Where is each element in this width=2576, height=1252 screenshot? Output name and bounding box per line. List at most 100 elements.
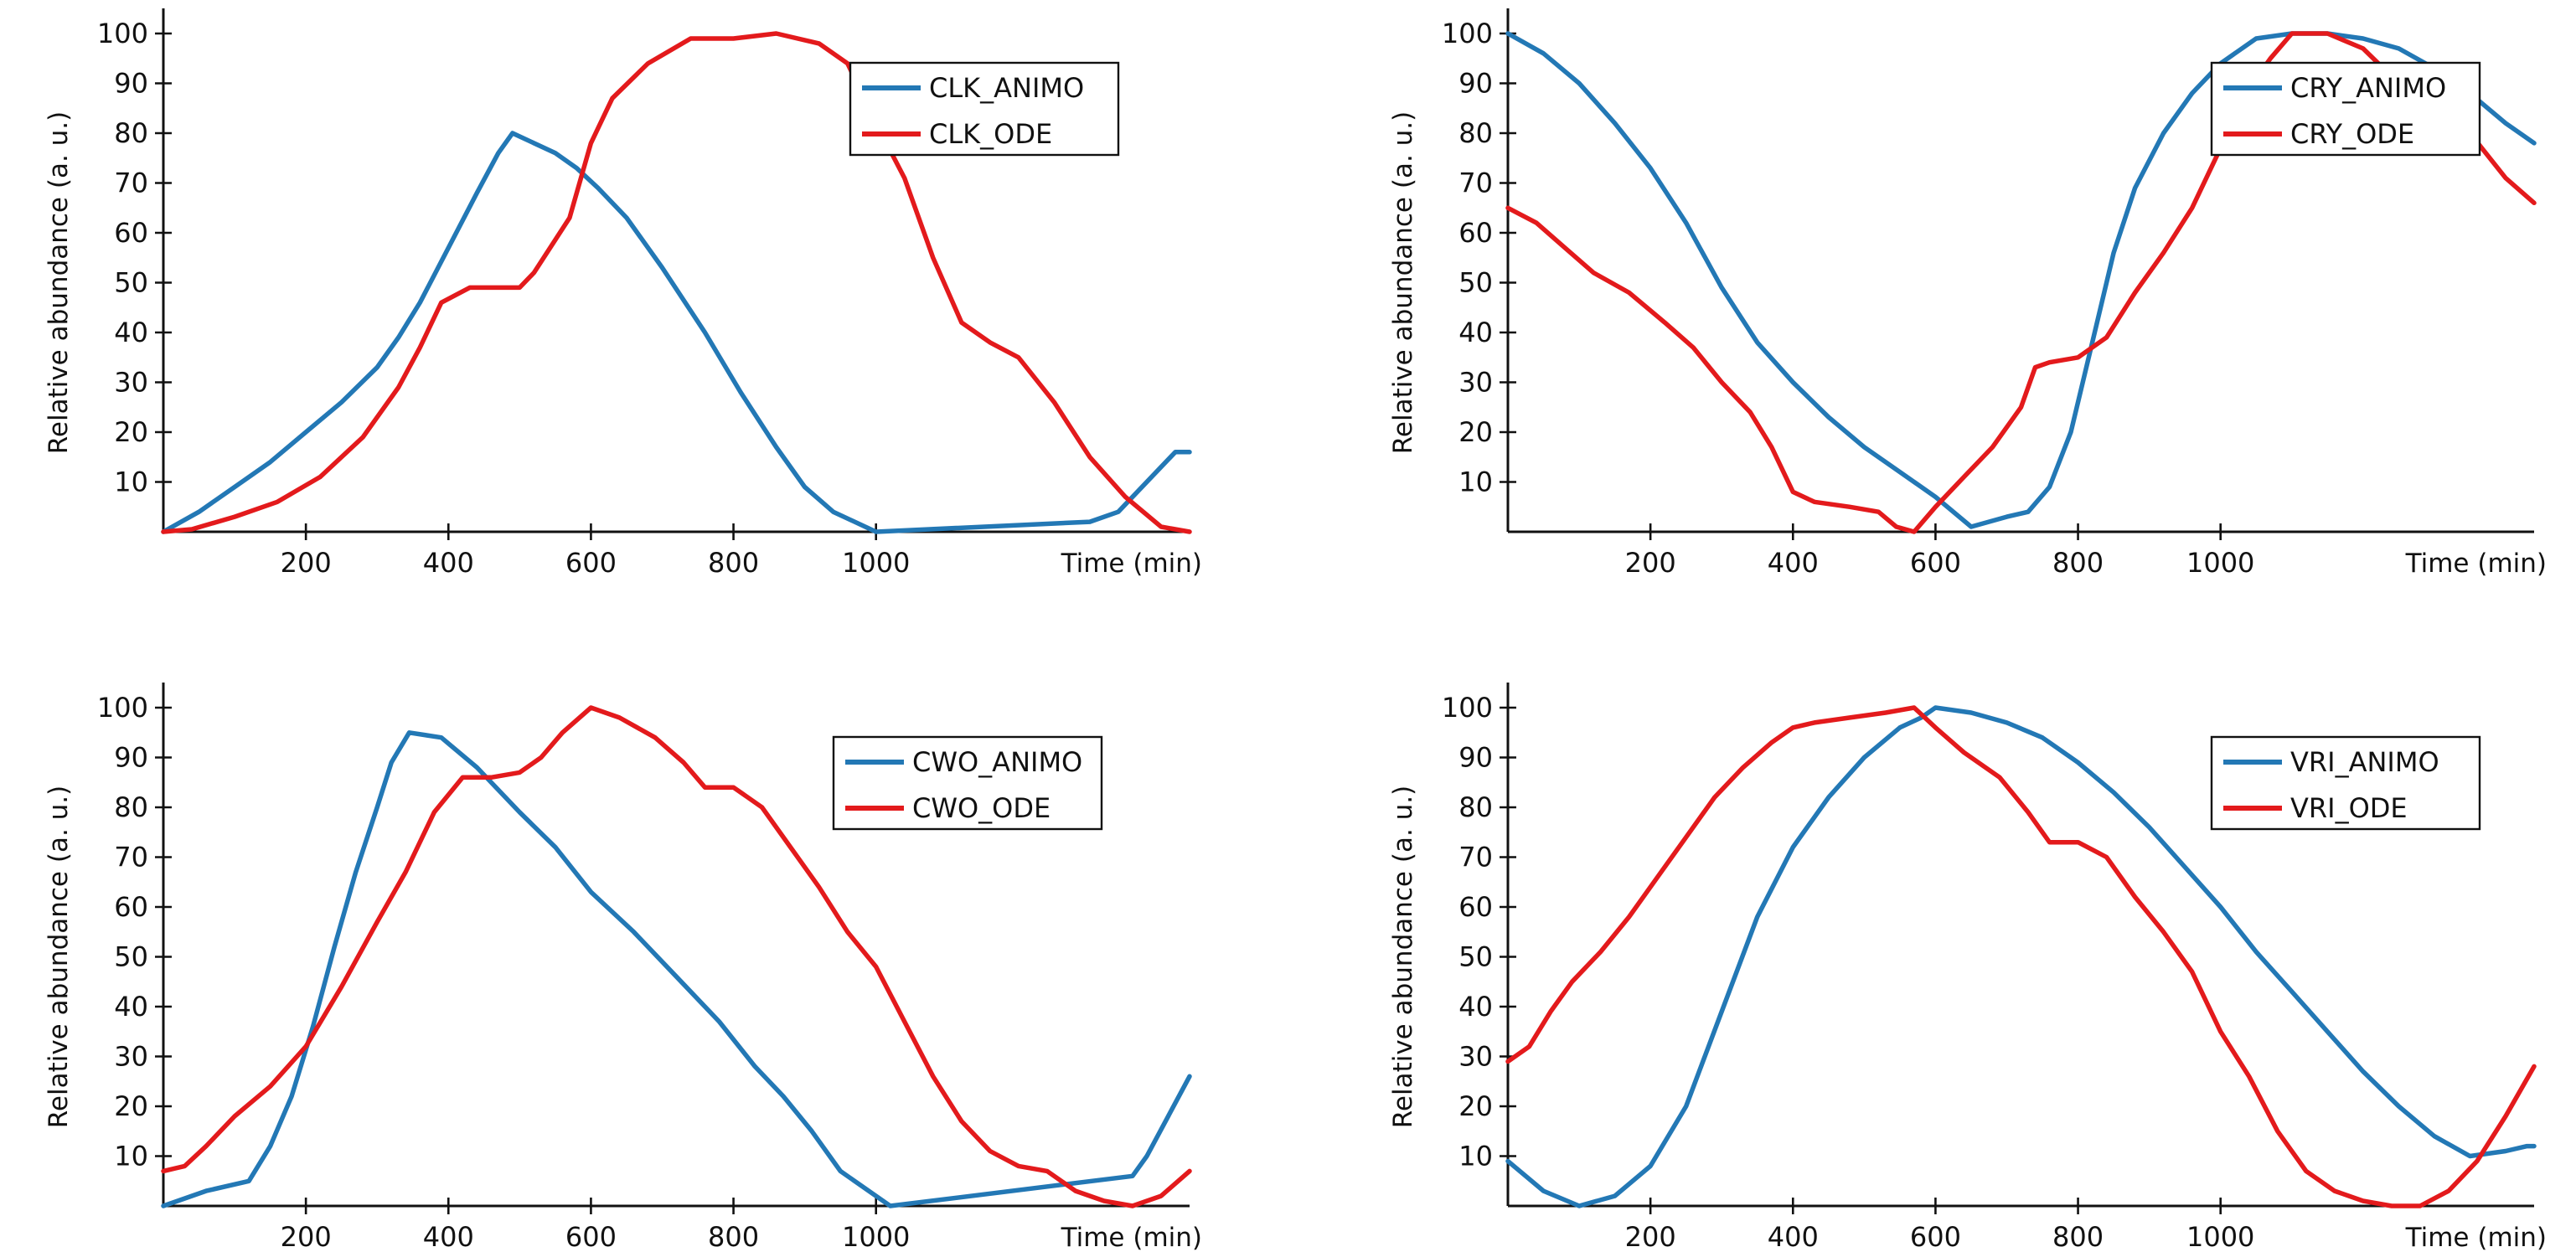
y-tick-label: 20 (1458, 1090, 1493, 1122)
y-axis-title: Relative abundance (a. u.) (44, 111, 74, 455)
y-axis-title: Relative abundance (a. u.) (1388, 111, 1418, 455)
x-tick-label: 1000 (2186, 547, 2254, 579)
x-tick-label: 1000 (842, 1221, 910, 1252)
y-tick-label: 30 (1458, 1041, 1493, 1073)
legend-label: CWO_ANIMO (912, 746, 1082, 778)
x-tick-label: 200 (1625, 547, 1676, 579)
y-axis-title: Relative abundance (a. u.) (1388, 786, 1418, 1129)
chart-clk: 10 20 30 40 50 60 70 80 90 100 200 400 600 800 1000 Tim… (0, 0, 1231, 579)
y-tick-label: 100 (1442, 18, 1493, 49)
y-tick-label: 80 (114, 117, 148, 149)
y-tick-label: 100 (1442, 692, 1493, 724)
y-tick-label: 50 (114, 941, 148, 973)
y-tick-label: 20 (1458, 416, 1493, 448)
y-tick-label: 10 (1458, 466, 1493, 498)
series-line-clk-ode (161, 31, 1192, 534)
x-axis-title: Time (min) (2405, 1223, 2547, 1252)
series-line-cwo-ode (161, 705, 1192, 1208)
y-tick-label: 10 (114, 1141, 148, 1172)
y-tick-label: 40 (1458, 317, 1493, 348)
y-tick-label: 70 (1458, 167, 1493, 199)
x-tick-label: 200 (281, 1221, 332, 1252)
y-tick-label: 90 (1458, 68, 1493, 100)
y-tick-label: 60 (1458, 891, 1493, 923)
legend-box (2210, 61, 2481, 157)
y-tick-label: 10 (1458, 1141, 1493, 1172)
x-tick-label: 400 (423, 547, 474, 579)
y-tick-label: 40 (114, 317, 148, 348)
chart-cry: 10 20 30 40 50 60 70 80 90 100 200 400 600 800 1000 Tim… (1345, 0, 2576, 579)
chart-svg: 10 20 30 40 50 60 70 80 90 100 200 400 600 800 1000 Tim… (1388, 683, 2547, 1252)
legend: CRY_ANIMO CRY_ODE (2210, 61, 2481, 157)
y-tick-label: 50 (114, 267, 148, 299)
series-line-clk-animo (161, 131, 1192, 534)
legend-label: CLK_ODE (929, 118, 1052, 150)
series-line-cry-animo (1505, 31, 2537, 529)
legend-label: CRY_ODE (2290, 118, 2414, 150)
y-tick-label: 50 (1458, 267, 1493, 299)
legend-box (832, 735, 1103, 831)
legend: VRI_ANIMO VRI_ODE (2210, 735, 2481, 831)
x-axis-title: Time (min) (1061, 1223, 1202, 1252)
y-tick-label: 40 (1458, 991, 1493, 1023)
series-line-cry-ode (1505, 31, 2537, 534)
x-tick-label: 400 (1768, 547, 1819, 579)
legend-label: VRI_ANIMO (2290, 746, 2439, 778)
x-tick-label: 800 (708, 547, 759, 579)
chart-cwo: 10 20 30 40 50 60 70 80 90 100 200 400 600 800 1000 Tim… (0, 674, 1231, 1252)
y-tick-label: 70 (1458, 842, 1493, 873)
x-tick-label: 400 (1768, 1221, 1819, 1252)
y-tick-label: 10 (114, 466, 148, 498)
y-tick-label: 60 (1458, 217, 1493, 249)
legend-label: CRY_ANIMO (2290, 72, 2446, 104)
x-tick-label: 800 (708, 1221, 759, 1252)
y-tick-label: 80 (1458, 791, 1493, 823)
x-tick-label: 800 (2052, 547, 2104, 579)
chart-svg: 10 20 30 40 50 60 70 80 90 100 200 400 600 800 1000 Tim… (1388, 8, 2547, 579)
y-tick-label: 40 (114, 991, 148, 1023)
y-tick-label: 30 (114, 367, 148, 399)
y-tick-label: 80 (114, 791, 148, 823)
x-tick-label: 200 (1625, 1221, 1676, 1252)
chart-vri: 10 20 30 40 50 60 70 80 90 100 200 400 600 800 1000 Tim… (1345, 674, 2576, 1252)
x-tick-label: 600 (1910, 547, 1961, 579)
x-axis-title: Time (min) (2405, 549, 2547, 579)
y-tick-label: 70 (114, 167, 148, 199)
y-tick-label: 100 (97, 692, 148, 724)
y-tick-label: 70 (114, 842, 148, 873)
series-line-vri-ode (1505, 705, 2537, 1208)
y-tick-label: 100 (97, 18, 148, 49)
y-tick-label: 30 (114, 1041, 148, 1073)
legend-label: CLK_ANIMO (929, 72, 1084, 104)
y-tick-label: 20 (114, 1090, 148, 1122)
y-tick-label: 60 (114, 217, 148, 249)
x-tick-label: 1000 (842, 547, 910, 579)
x-tick-label: 800 (2052, 1221, 2104, 1252)
x-tick-label: 600 (1910, 1221, 1961, 1252)
x-tick-label: 200 (281, 547, 332, 579)
chart-svg: 10 20 30 40 50 60 70 80 90 100 200 400 600 800 1000 Tim… (44, 8, 1202, 579)
y-tick-label: 30 (1458, 367, 1493, 399)
x-axis-title: Time (min) (1061, 549, 1202, 579)
y-tick-label: 90 (114, 742, 148, 774)
y-tick-label: 90 (114, 68, 148, 100)
legend: CLK_ANIMO CLK_ODE (849, 61, 1120, 157)
legend-label: CWO_ODE (912, 792, 1051, 824)
y-axis-title: Relative abundance (a. u.) (44, 786, 74, 1129)
legend-box (2210, 735, 2481, 831)
legend: CWO_ANIMO CWO_ODE (832, 735, 1103, 831)
y-tick-label: 20 (114, 416, 148, 448)
y-tick-label: 60 (114, 891, 148, 923)
series-line-cwo-animo (161, 730, 1192, 1208)
y-tick-label: 90 (1458, 742, 1493, 774)
y-tick-label: 50 (1458, 941, 1493, 973)
x-tick-label: 600 (565, 547, 617, 579)
series-line-vri-animo (1505, 705, 2537, 1208)
y-tick-label: 80 (1458, 117, 1493, 149)
x-tick-label: 600 (565, 1221, 617, 1252)
x-tick-label: 400 (423, 1221, 474, 1252)
x-tick-label: 1000 (2186, 1221, 2254, 1252)
legend-box (849, 61, 1120, 157)
legend-label: VRI_ODE (2290, 792, 2408, 824)
